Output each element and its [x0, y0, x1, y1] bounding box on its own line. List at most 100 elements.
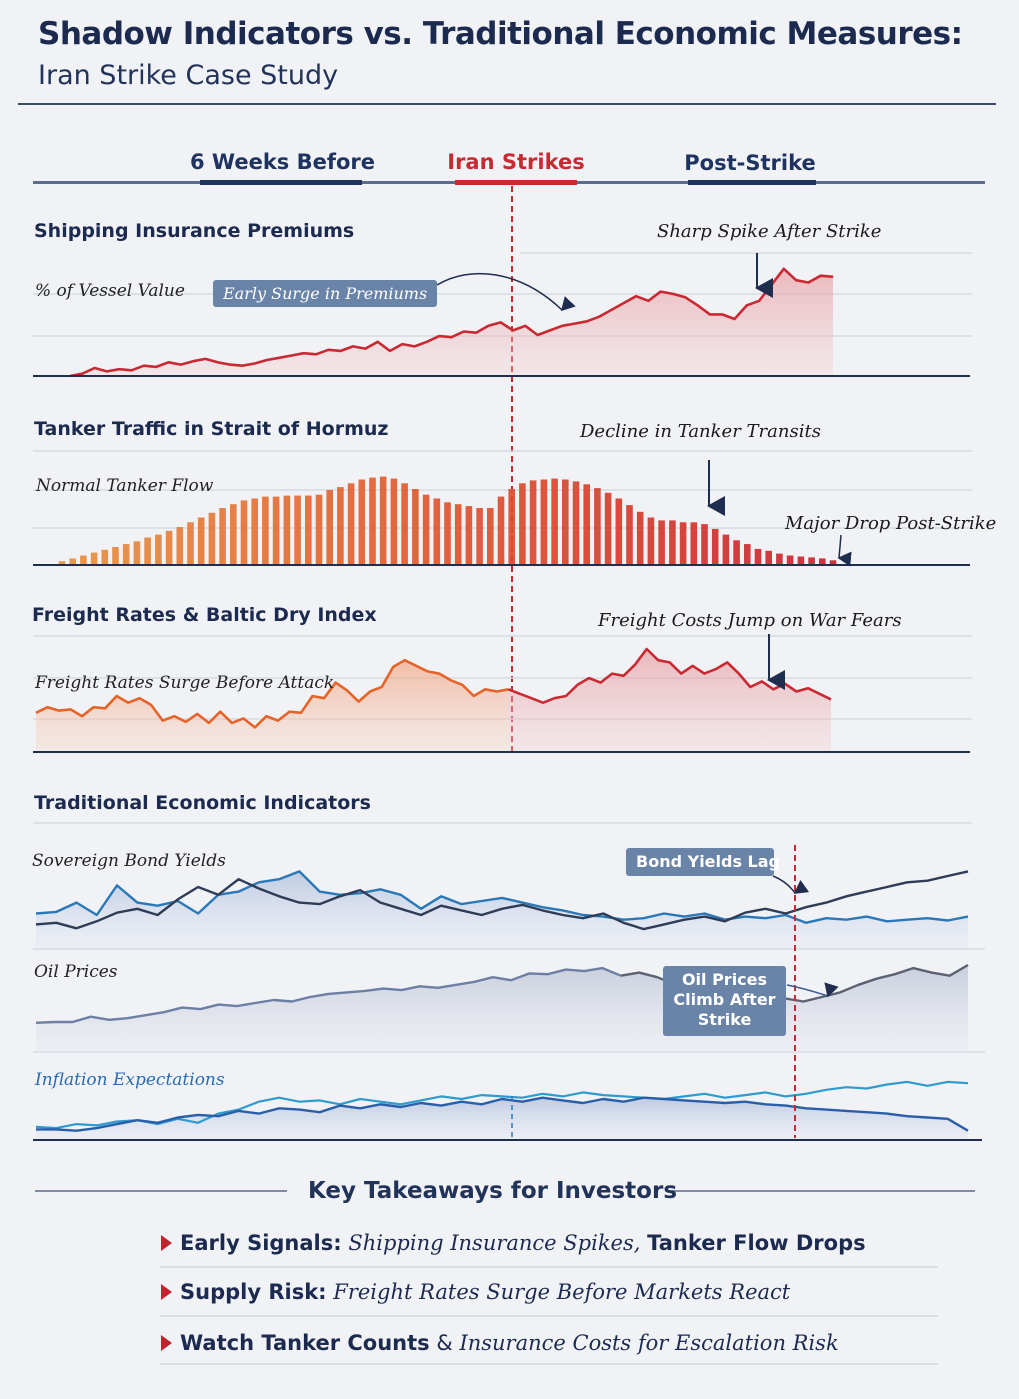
insurance-point [266, 359, 268, 361]
tanker-bar [176, 527, 184, 565]
insurance-point [537, 334, 539, 336]
tanker-bar [112, 547, 119, 566]
insurance-point [217, 361, 219, 363]
tanker-bar [711, 528, 719, 565]
major-drop-annotation: Major Drop Post-Strike [785, 513, 997, 534]
tanker-bar [433, 498, 441, 565]
insurance-point [598, 316, 600, 318]
tanker-bar [230, 504, 237, 565]
tanker-bar [219, 508, 226, 565]
tanker-bar [679, 522, 687, 566]
oil-line-early [35, 966, 622, 1024]
tanker-bar [465, 506, 473, 565]
bond-area [36, 871, 968, 949]
freight-ylabel: Freight Rates Surge Before Attack [35, 673, 335, 693]
insurance-point [130, 369, 133, 371]
insurance-point [118, 368, 120, 370]
freight-line-before [35, 658, 509, 729]
insurance-point [586, 320, 588, 322]
oil-callout-line-3: Strike [697, 1010, 752, 1029]
insurance-point [721, 313, 723, 315]
early-surge-arrow [436, 272, 576, 312]
insurance-point [660, 291, 662, 293]
bullet-icon [161, 1235, 172, 1251]
insurance-point [352, 345, 354, 347]
tanker-bar [572, 481, 580, 565]
tanker-bar [808, 557, 815, 565]
insurance-point [635, 295, 637, 297]
tanker-bar [829, 560, 837, 566]
insurance-point [746, 304, 748, 306]
timeline-strike-segment [455, 180, 577, 185]
tanker-bar [337, 487, 344, 565]
timeline-after-segment [688, 180, 816, 185]
insurance-point [81, 373, 83, 375]
bond-series-blue [35, 870, 969, 924]
tanker-bar [594, 488, 601, 566]
tanker-bar [412, 489, 419, 565]
insurance-point [475, 332, 477, 334]
insurance-point [315, 353, 317, 355]
phase-strike-label: Iran Strikes [447, 150, 585, 174]
tanker-bar [101, 549, 109, 565]
insurance-point [697, 304, 699, 306]
tanker-bar [454, 504, 462, 565]
tanker-bar [379, 476, 387, 565]
insurance-point [758, 300, 760, 302]
takeaway-item-2: Supply Risk: Freight Rates Surge Before … [161, 1280, 790, 1304]
insurance-point [783, 268, 785, 270]
tanker-bar [497, 496, 505, 565]
tanker-bar [80, 555, 87, 565]
tanker-bar [122, 544, 130, 565]
tanker-bar [701, 524, 708, 565]
tanker-bar [294, 495, 301, 565]
tanker-bar [765, 550, 772, 566]
tanker-bar [604, 492, 612, 565]
tanker-bar [626, 505, 633, 565]
takeaway-1-italic: Shipping Insurance Spikes, [348, 1231, 641, 1255]
tanker-bar [519, 483, 526, 565]
tanker-bar [819, 558, 826, 566]
takeaway-2-label: Supply Risk: [180, 1280, 327, 1304]
insurance-point [327, 349, 329, 351]
tanker-bar [636, 511, 644, 565]
inflation-label: Inflation Expectations [35, 1070, 225, 1090]
spike-annotation: Sharp Spike After Strike [657, 221, 882, 242]
tanker-bar [551, 478, 558, 566]
tanker-bar [776, 553, 783, 565]
insurance-point [401, 343, 403, 345]
tanker-bar [347, 483, 355, 565]
insurance-chart [69, 267, 834, 378]
insurance-point [167, 361, 170, 363]
insurance-point [549, 329, 551, 331]
freight-chart [35, 647, 832, 752]
tanker-bar [476, 508, 483, 565]
insurance-point [832, 276, 834, 278]
insurance-point [364, 348, 366, 350]
tanker-bar [272, 496, 280, 565]
tanker-bar [358, 479, 366, 565]
tanker-bar [187, 522, 194, 566]
insurance-area [70, 268, 833, 376]
insurance-point [709, 313, 711, 315]
tanker-bar [508, 489, 515, 565]
takeaway-3-label: Watch Tanker Counts [180, 1331, 430, 1355]
takeaway-item-3: Watch Tanker Counts & Insurance Costs fo… [161, 1331, 839, 1355]
timeline-before-segment [200, 180, 362, 185]
insurance-point [795, 279, 797, 281]
insurance-point [463, 330, 465, 333]
tanker-bar [647, 517, 655, 565]
insurance-point [524, 325, 526, 327]
inflation-chart [35, 1080, 969, 1140]
tanker-decline-annotation: Decline in Tanker Transits [580, 421, 821, 442]
oil-climb-arrow [786, 982, 839, 998]
takeaway-item-1: Early Signals: Shipping Insurance Spikes… [161, 1231, 866, 1255]
tanker-bar [401, 483, 408, 565]
tanker-chart [58, 476, 837, 566]
insurance-point [672, 293, 674, 295]
tanker-bar [369, 477, 376, 565]
insurance-point [561, 325, 563, 327]
bond-lag-callout: Bond Yields Lag [626, 848, 780, 876]
bullet-icon [161, 1284, 172, 1300]
insurance-point [155, 366, 157, 368]
